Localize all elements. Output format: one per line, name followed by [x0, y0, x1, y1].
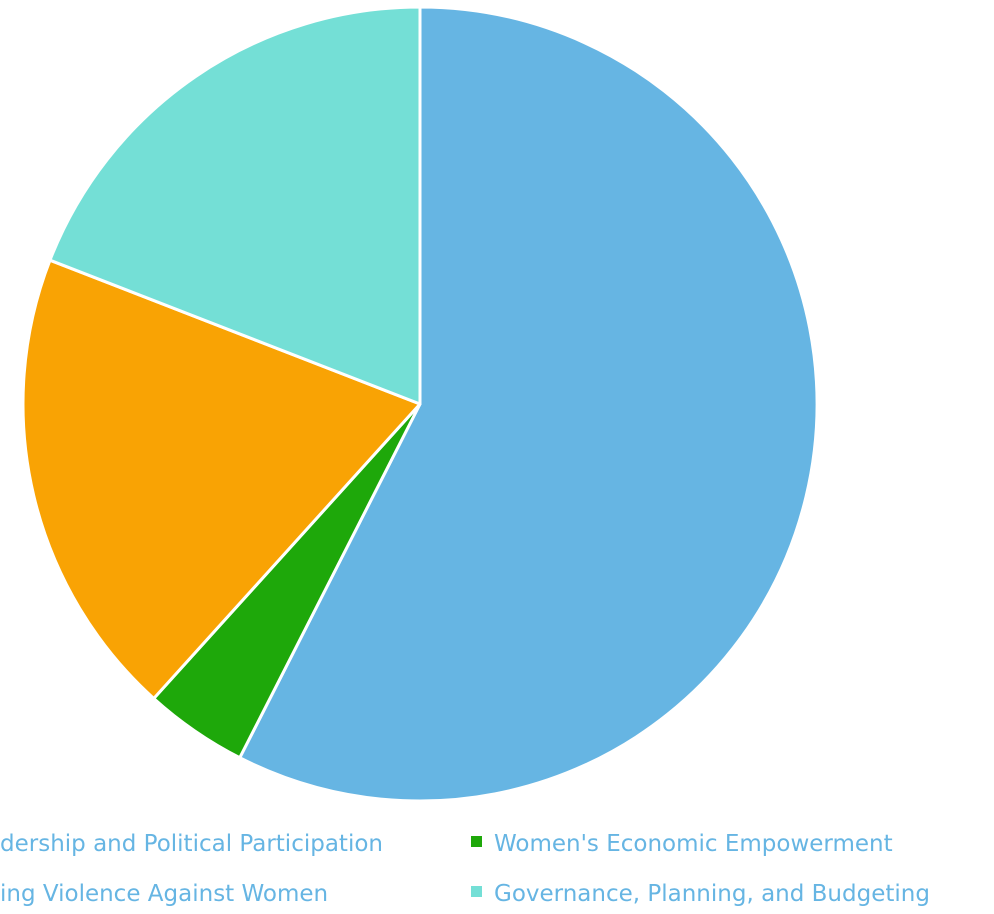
- pie-slice-governance-planning-and-budgeting: [48, 5, 422, 406]
- pie-slice-women-s-leadership-and-political-participation: [238, 5, 819, 803]
- legend-label-leadership: dership and Political Participation: [0, 831, 383, 857]
- legend-label-governance: Governance, Planning, and Budgeting: [494, 881, 930, 907]
- legend: dership and Political Participation Wome…: [0, 831, 930, 907]
- legend-swatch-governance: [471, 886, 482, 897]
- legend-label-economic: Women's Economic Empowerment: [494, 831, 893, 857]
- legend-label-violence: ing Violence Against Women: [0, 881, 328, 907]
- pie-slice-ending-violence-against-women: [21, 258, 422, 700]
- legend-swatch-economic: [471, 836, 482, 847]
- pie-slices: [21, 5, 819, 803]
